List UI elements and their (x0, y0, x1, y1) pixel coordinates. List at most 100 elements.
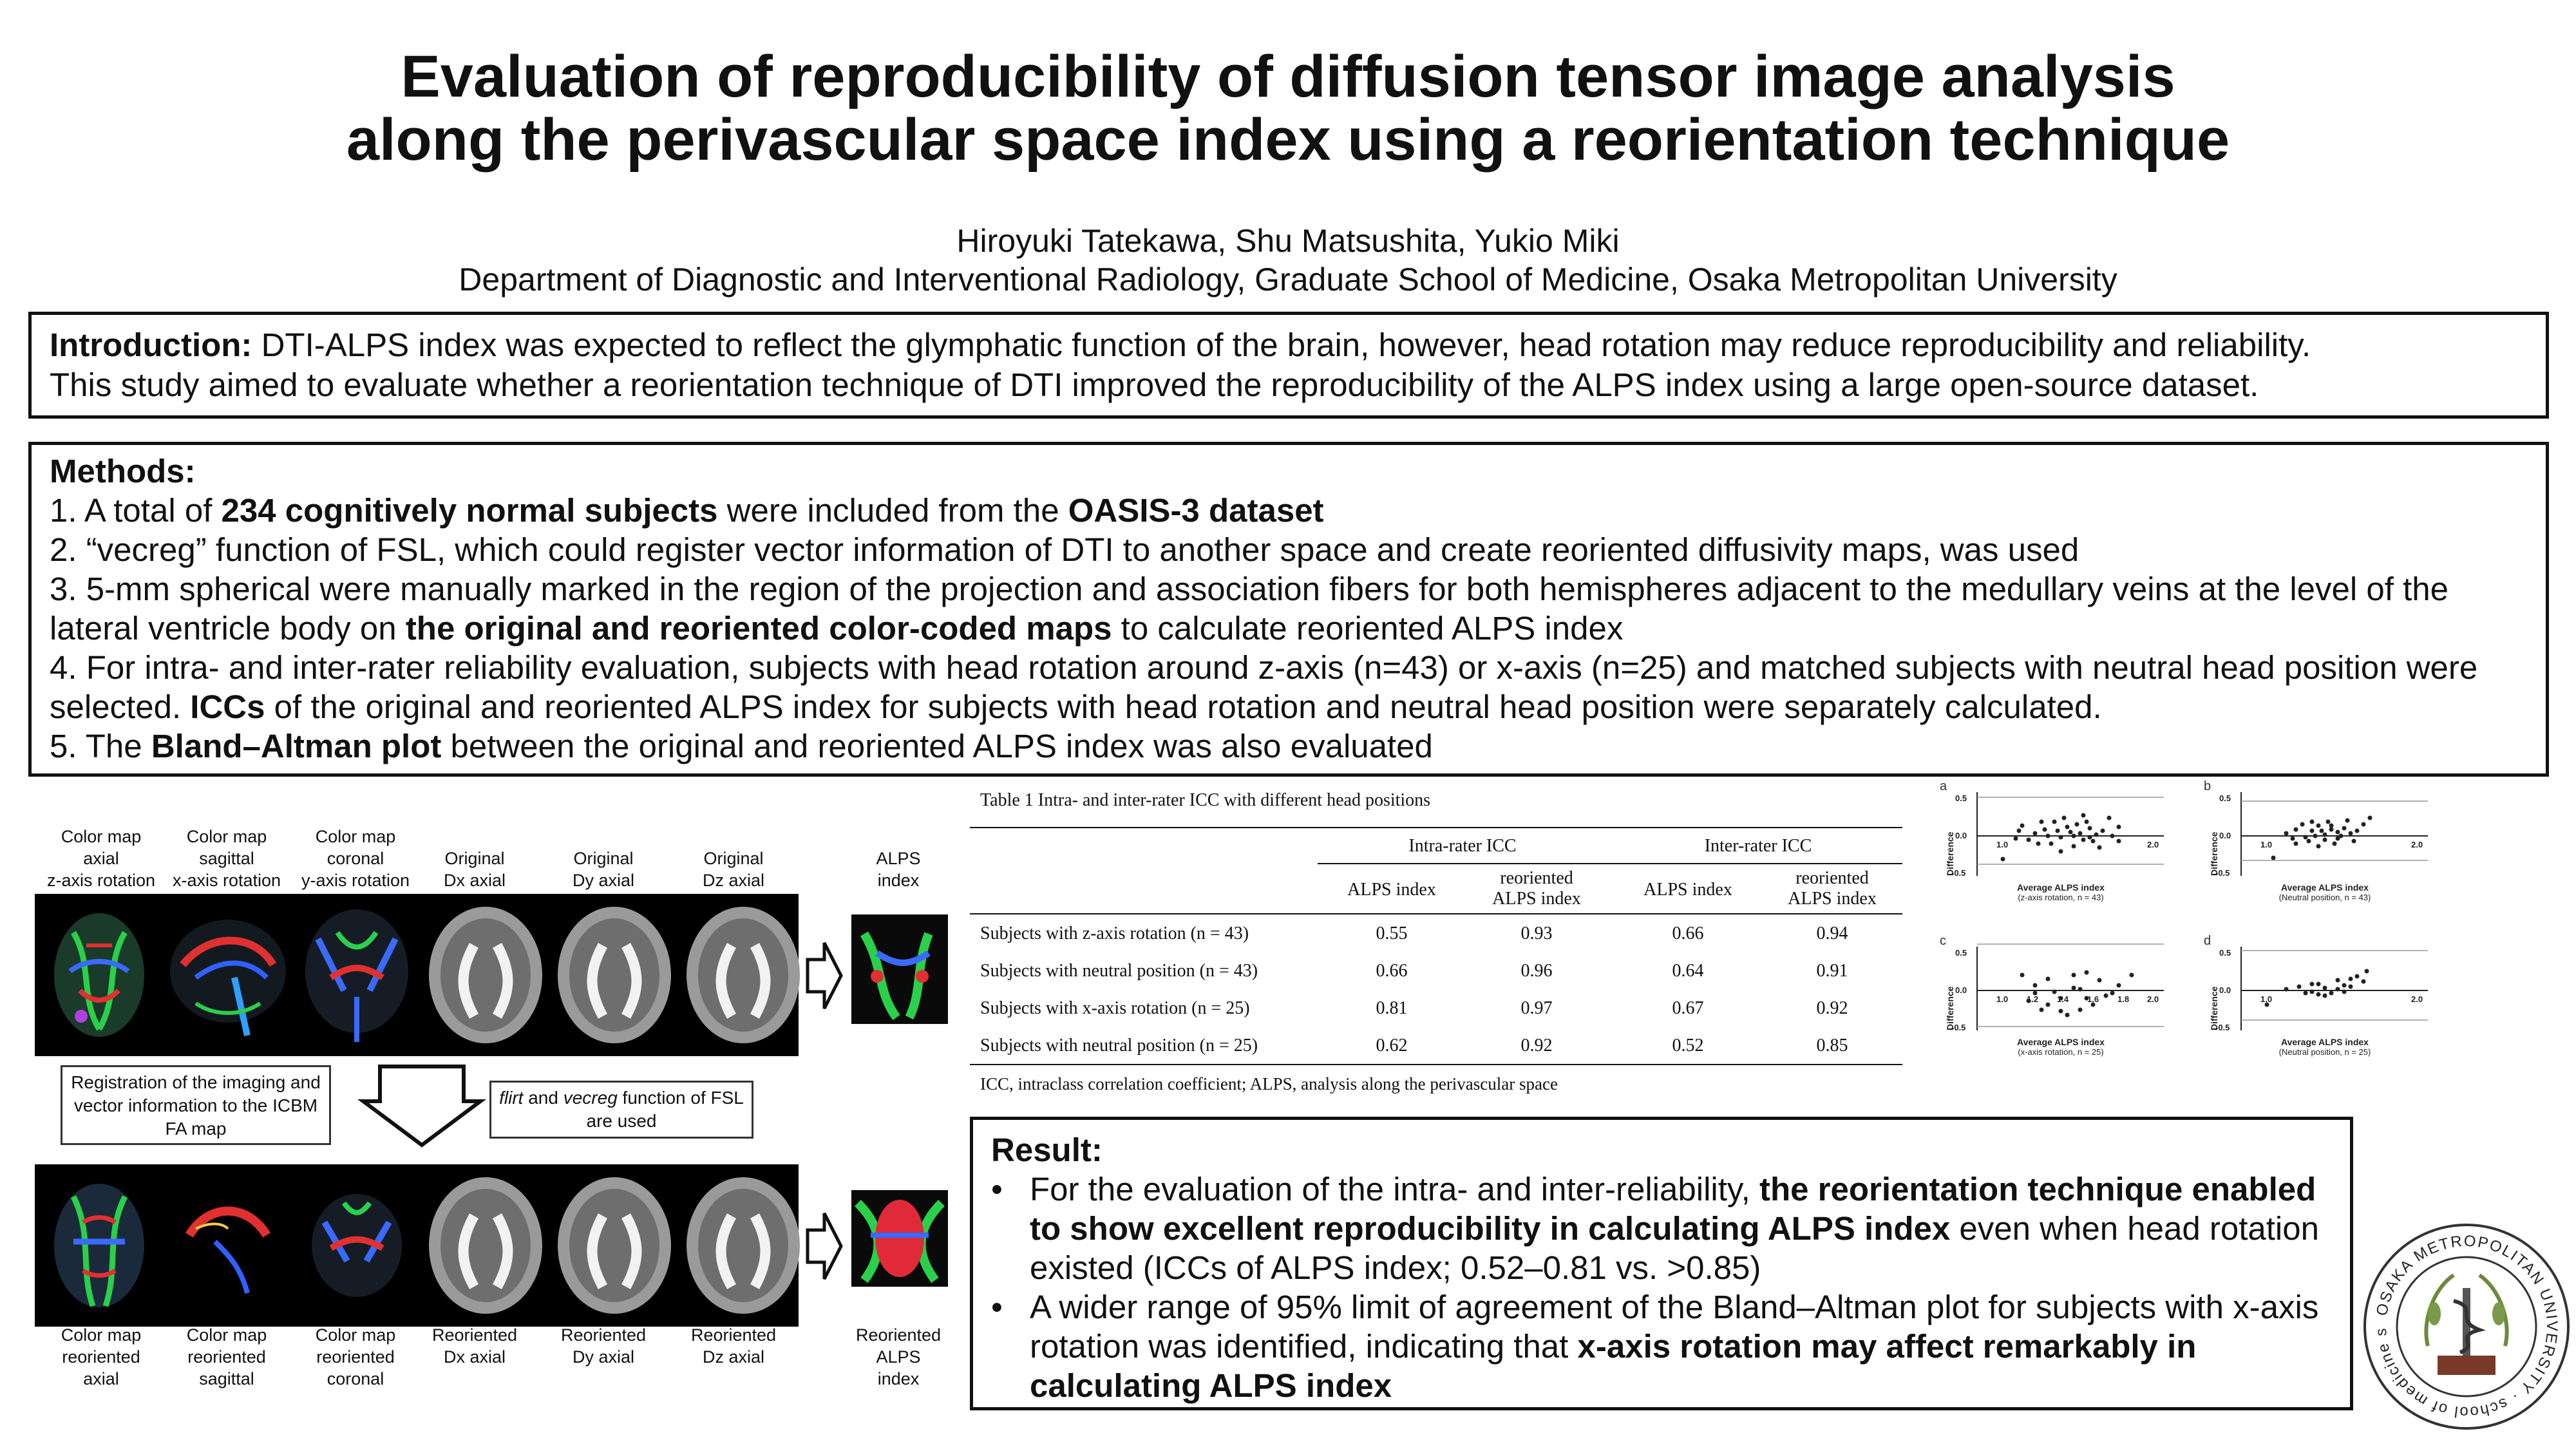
colormap-sagittal-image (170, 920, 286, 1037)
arrow-right-icon (806, 942, 843, 1010)
table-cell: 0.93 (1520, 923, 1553, 943)
university-seal-logo: OSAKA METROPOLITAN UNIVERSITY · school o… (2352, 1204, 2570, 1430)
original-image-strip (35, 894, 800, 1056)
ba-point (2090, 1002, 2096, 1007)
reoriented-dz-image (687, 1177, 800, 1314)
ba-point (2026, 998, 2031, 1003)
ba-point (2087, 826, 2092, 831)
ba-point (2342, 989, 2347, 994)
table-cell: 0.96 (1520, 961, 1553, 981)
ba-ytick: 0.0 (2219, 985, 2231, 995)
label-reoriented-colormap-coronal: Color map reoriented coronal (315, 1325, 396, 1388)
ba-ytick: 0.5 (2219, 948, 2231, 958)
processing-figure: Color map axial z-axis rotation Color map s… (0, 786, 966, 1449)
ba-point (2329, 823, 2334, 828)
table-row-label: Subjects with x-axis rotation (n = 25) (980, 998, 1250, 1018)
label-reoriented-alps-index: Reoriented ALPS index (855, 1325, 942, 1388)
ba-plot-d: d Difference 0.5 0.0 -0.5 1.0 2.0 Averag… (2190, 934, 2434, 1082)
ba-point (2107, 815, 2112, 820)
methods-box: Methods: 1. A total of 234 cognitively n… (28, 442, 2549, 777)
th-inter-alps: ALPS index (1643, 880, 1732, 900)
colormap-axial-image (54, 913, 144, 1037)
bullet-icon: • (991, 1171, 1003, 1208)
title-line-2: along the perivascular space index using… (346, 107, 2230, 173)
ba-point (2045, 1002, 2050, 1007)
ba-ytick: 0.0 (1955, 831, 1967, 840)
table-cell: 0.94 (1816, 923, 1848, 943)
ba-point (2342, 826, 2347, 831)
ba-ytick: 0.0 (2219, 831, 2231, 840)
ba-plot-a-marks (1976, 792, 2164, 876)
original-dy-image (558, 907, 671, 1043)
ba-point (2303, 835, 2308, 840)
ba-point (2090, 838, 2096, 844)
icc-table: Intra-rater ICC Inter-rater ICC ALPS ind… (970, 827, 1902, 1065)
ba-point (2013, 836, 2018, 841)
original-dz-image (687, 907, 800, 1043)
ba-point (2084, 970, 2089, 975)
ba-xtick: 2.0 (2411, 994, 2423, 1004)
table-footnote: ICC, intraclass correlation coefficient;… (980, 1074, 1558, 1094)
table-rule-top (970, 827, 1902, 828)
ba-xtick: 1.0 (2260, 994, 2273, 1004)
ba-point (2309, 989, 2315, 994)
ba-point (2361, 979, 2366, 984)
table-row-label: Subjects with neutral position (n = 43) (980, 961, 1258, 981)
bullet-icon: • (991, 1289, 1003, 1325)
reoriented-alps-thumbnail (854, 1200, 945, 1283)
ba-point (2313, 833, 2318, 838)
table-cell: 0.91 (1816, 961, 1848, 981)
label-colormap-sagittal: Color map sagittal x-axis rotation (172, 827, 281, 890)
ba-point (2081, 837, 2086, 842)
ba-point (2309, 828, 2315, 833)
ba-letter: a (1940, 779, 1947, 793)
ba-point (2094, 832, 2099, 837)
ba-point (2354, 828, 2360, 833)
label-original-dx: Original Dx axial (443, 849, 506, 890)
label-reoriented-colormap-axial: Color map reoriented axial (61, 1325, 142, 1388)
ba-point (2055, 828, 2060, 833)
ba-xtick: 1.0 (1996, 840, 2009, 849)
ba-point (2316, 981, 2321, 987)
reoriented-image-strip (35, 1164, 800, 1327)
ba-point (2348, 976, 2353, 981)
method-item-3: 3. 5-mm spherical were manually marked i… (50, 571, 2448, 647)
ba-plot-c: c Difference 0.5 0.0 -0.5 1.0 1.2 1.4 1.… (1926, 934, 2170, 1082)
ba-point (2110, 833, 2115, 838)
ba-point (2345, 818, 2350, 823)
ba-point (2016, 828, 2022, 833)
ba-point (2081, 813, 2086, 818)
table-cell: 0.97 (1520, 998, 1553, 1018)
table-cell: 0.64 (1672, 961, 1704, 981)
ba-plot-b: b Difference 0.5 0.0 -0.5 1.0 2.0 Averag… (2190, 779, 2434, 927)
ba-letter: d (2204, 934, 2211, 948)
table-rule-group (1318, 863, 1902, 864)
ba-point (2071, 833, 2076, 838)
introduction-text-1: DTI-ALPS index was expected to reflect t… (252, 327, 2311, 363)
ba-point (2049, 841, 2054, 846)
reoriented-dy-image (558, 1177, 671, 1314)
ba-point (2000, 857, 2005, 862)
alps-index-image (851, 914, 948, 1024)
table-cell: 0.81 (1376, 998, 1408, 1018)
reoriented-colormap-axial-image (54, 1184, 144, 1307)
ba-point (2271, 855, 2276, 860)
table-group-intra: Intra-rater ICC (1408, 836, 1517, 856)
ba-point (2039, 1007, 2044, 1012)
method-item-1: 1. A total of 234 cognitively normal sub… (50, 492, 1324, 529)
ba-ytick: -0.5 (2215, 868, 2230, 878)
original-dx-image (429, 907, 542, 1043)
ba-point (2020, 823, 2025, 828)
ba-point (2087, 835, 2092, 840)
ba-point (2322, 832, 2327, 837)
table-cell: 0.92 (1816, 998, 1848, 1018)
ba-point (2309, 981, 2315, 987)
ba-point (2293, 827, 2298, 832)
ba-point (2097, 845, 2102, 850)
ba-point (2348, 831, 2353, 836)
original-brain-images (54, 907, 800, 1043)
ba-ytick: -0.5 (1951, 868, 1966, 878)
ba-point (2316, 823, 2321, 828)
ba-point (2348, 984, 2353, 989)
table-row-label: Subjects with neutral position (n = 25) (980, 1036, 1258, 1056)
